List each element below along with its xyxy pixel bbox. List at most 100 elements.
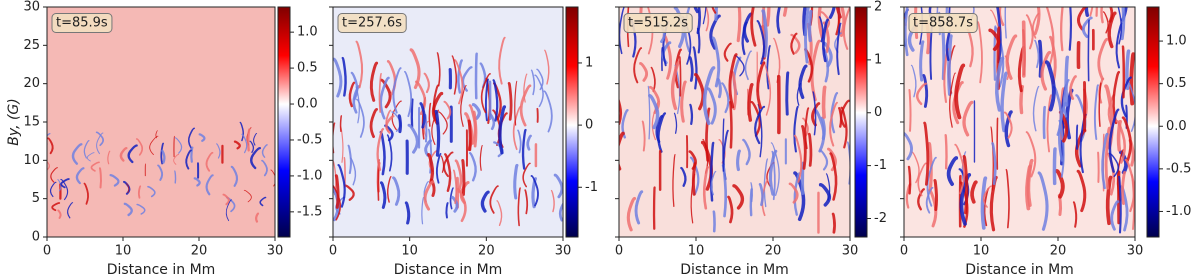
texture [945, 7, 948, 17]
texture [67, 202, 74, 219]
texture [259, 196, 267, 207]
x-axis-label: Distance in Mm [394, 262, 503, 278]
colorbar-tick-label: -1.0 [297, 168, 322, 183]
texture [1118, 175, 1122, 234]
texture [498, 105, 507, 155]
texture [750, 182, 753, 203]
texture [423, 120, 429, 138]
texture [1072, 201, 1078, 228]
texture [801, 124, 807, 170]
texture [558, 202, 563, 222]
y-tick-label: 20 [23, 76, 40, 91]
annotation-box [337, 13, 407, 33]
colorbar-tick-label: 0.0 [1166, 119, 1187, 134]
colorbar-tick-label: -1.5 [297, 204, 322, 219]
texture [1033, 7, 1041, 36]
texture [947, 34, 953, 96]
texture [536, 68, 544, 91]
colorbar-tick-label: -1 [585, 180, 598, 195]
texture [246, 128, 251, 152]
texture [1121, 7, 1128, 22]
texture [770, 142, 780, 196]
texture [489, 185, 499, 214]
texture [741, 21, 748, 56]
texture [155, 130, 158, 139]
texture [523, 73, 528, 103]
texture [810, 39, 821, 102]
texture [1116, 119, 1122, 152]
texture [702, 66, 716, 126]
texture [839, 7, 846, 38]
texture [522, 162, 531, 188]
texture [633, 47, 643, 84]
y-axis-label: By, (G) [6, 98, 22, 145]
texture [343, 156, 346, 189]
texture [1026, 158, 1034, 208]
texture [1054, 169, 1065, 199]
texture [982, 185, 993, 208]
texture [243, 189, 252, 203]
texture [241, 133, 248, 154]
texture [954, 143, 966, 195]
texture [820, 11, 831, 31]
texture [1081, 16, 1093, 39]
texture [467, 119, 472, 152]
texture [421, 196, 424, 225]
texture [553, 173, 563, 199]
texture [423, 72, 430, 94]
texture [619, 131, 625, 171]
texture [193, 177, 201, 187]
x-tick-label: 10 [115, 244, 132, 259]
texture [524, 189, 529, 215]
texture [1044, 60, 1056, 112]
texture [1105, 175, 1113, 226]
texture [386, 134, 393, 172]
texture [904, 7, 909, 57]
texture [923, 121, 930, 186]
y-tick-label: 0 [32, 230, 40, 245]
texture [249, 140, 255, 153]
texture [1004, 110, 1013, 148]
texture [347, 144, 352, 175]
texture [711, 36, 721, 88]
texture [1084, 7, 1090, 18]
texture [634, 190, 644, 225]
heatmap [333, 7, 563, 237]
texture [428, 102, 432, 127]
texture [766, 45, 771, 90]
x-tick-label: 20 [1050, 244, 1067, 259]
texture [946, 156, 959, 186]
texture [479, 145, 483, 171]
texture [107, 150, 111, 165]
texture [702, 166, 710, 210]
texture [47, 160, 50, 171]
x-tick-label: 30 [842, 244, 859, 259]
texture [692, 46, 698, 90]
texture [147, 185, 156, 198]
texture [840, 106, 848, 149]
texture [1121, 116, 1132, 163]
texture [835, 7, 841, 36]
texture [454, 159, 463, 193]
texture [530, 69, 536, 96]
texture [674, 48, 682, 89]
texture [619, 7, 626, 55]
texture [793, 134, 803, 183]
colorbar-tick-label: 0 [874, 105, 882, 120]
texture [917, 188, 925, 211]
texture [1034, 39, 1040, 69]
texture [1037, 39, 1043, 78]
texture [480, 73, 491, 114]
texture [729, 100, 733, 149]
texture [1101, 132, 1109, 190]
texture [1110, 200, 1120, 231]
texture [225, 199, 232, 222]
texture [443, 151, 454, 178]
texture [688, 56, 694, 82]
texture [626, 196, 637, 232]
colorbar-tick-label: 0.5 [297, 61, 318, 76]
texture [1046, 94, 1052, 153]
texture [437, 111, 448, 135]
texture [947, 7, 951, 20]
